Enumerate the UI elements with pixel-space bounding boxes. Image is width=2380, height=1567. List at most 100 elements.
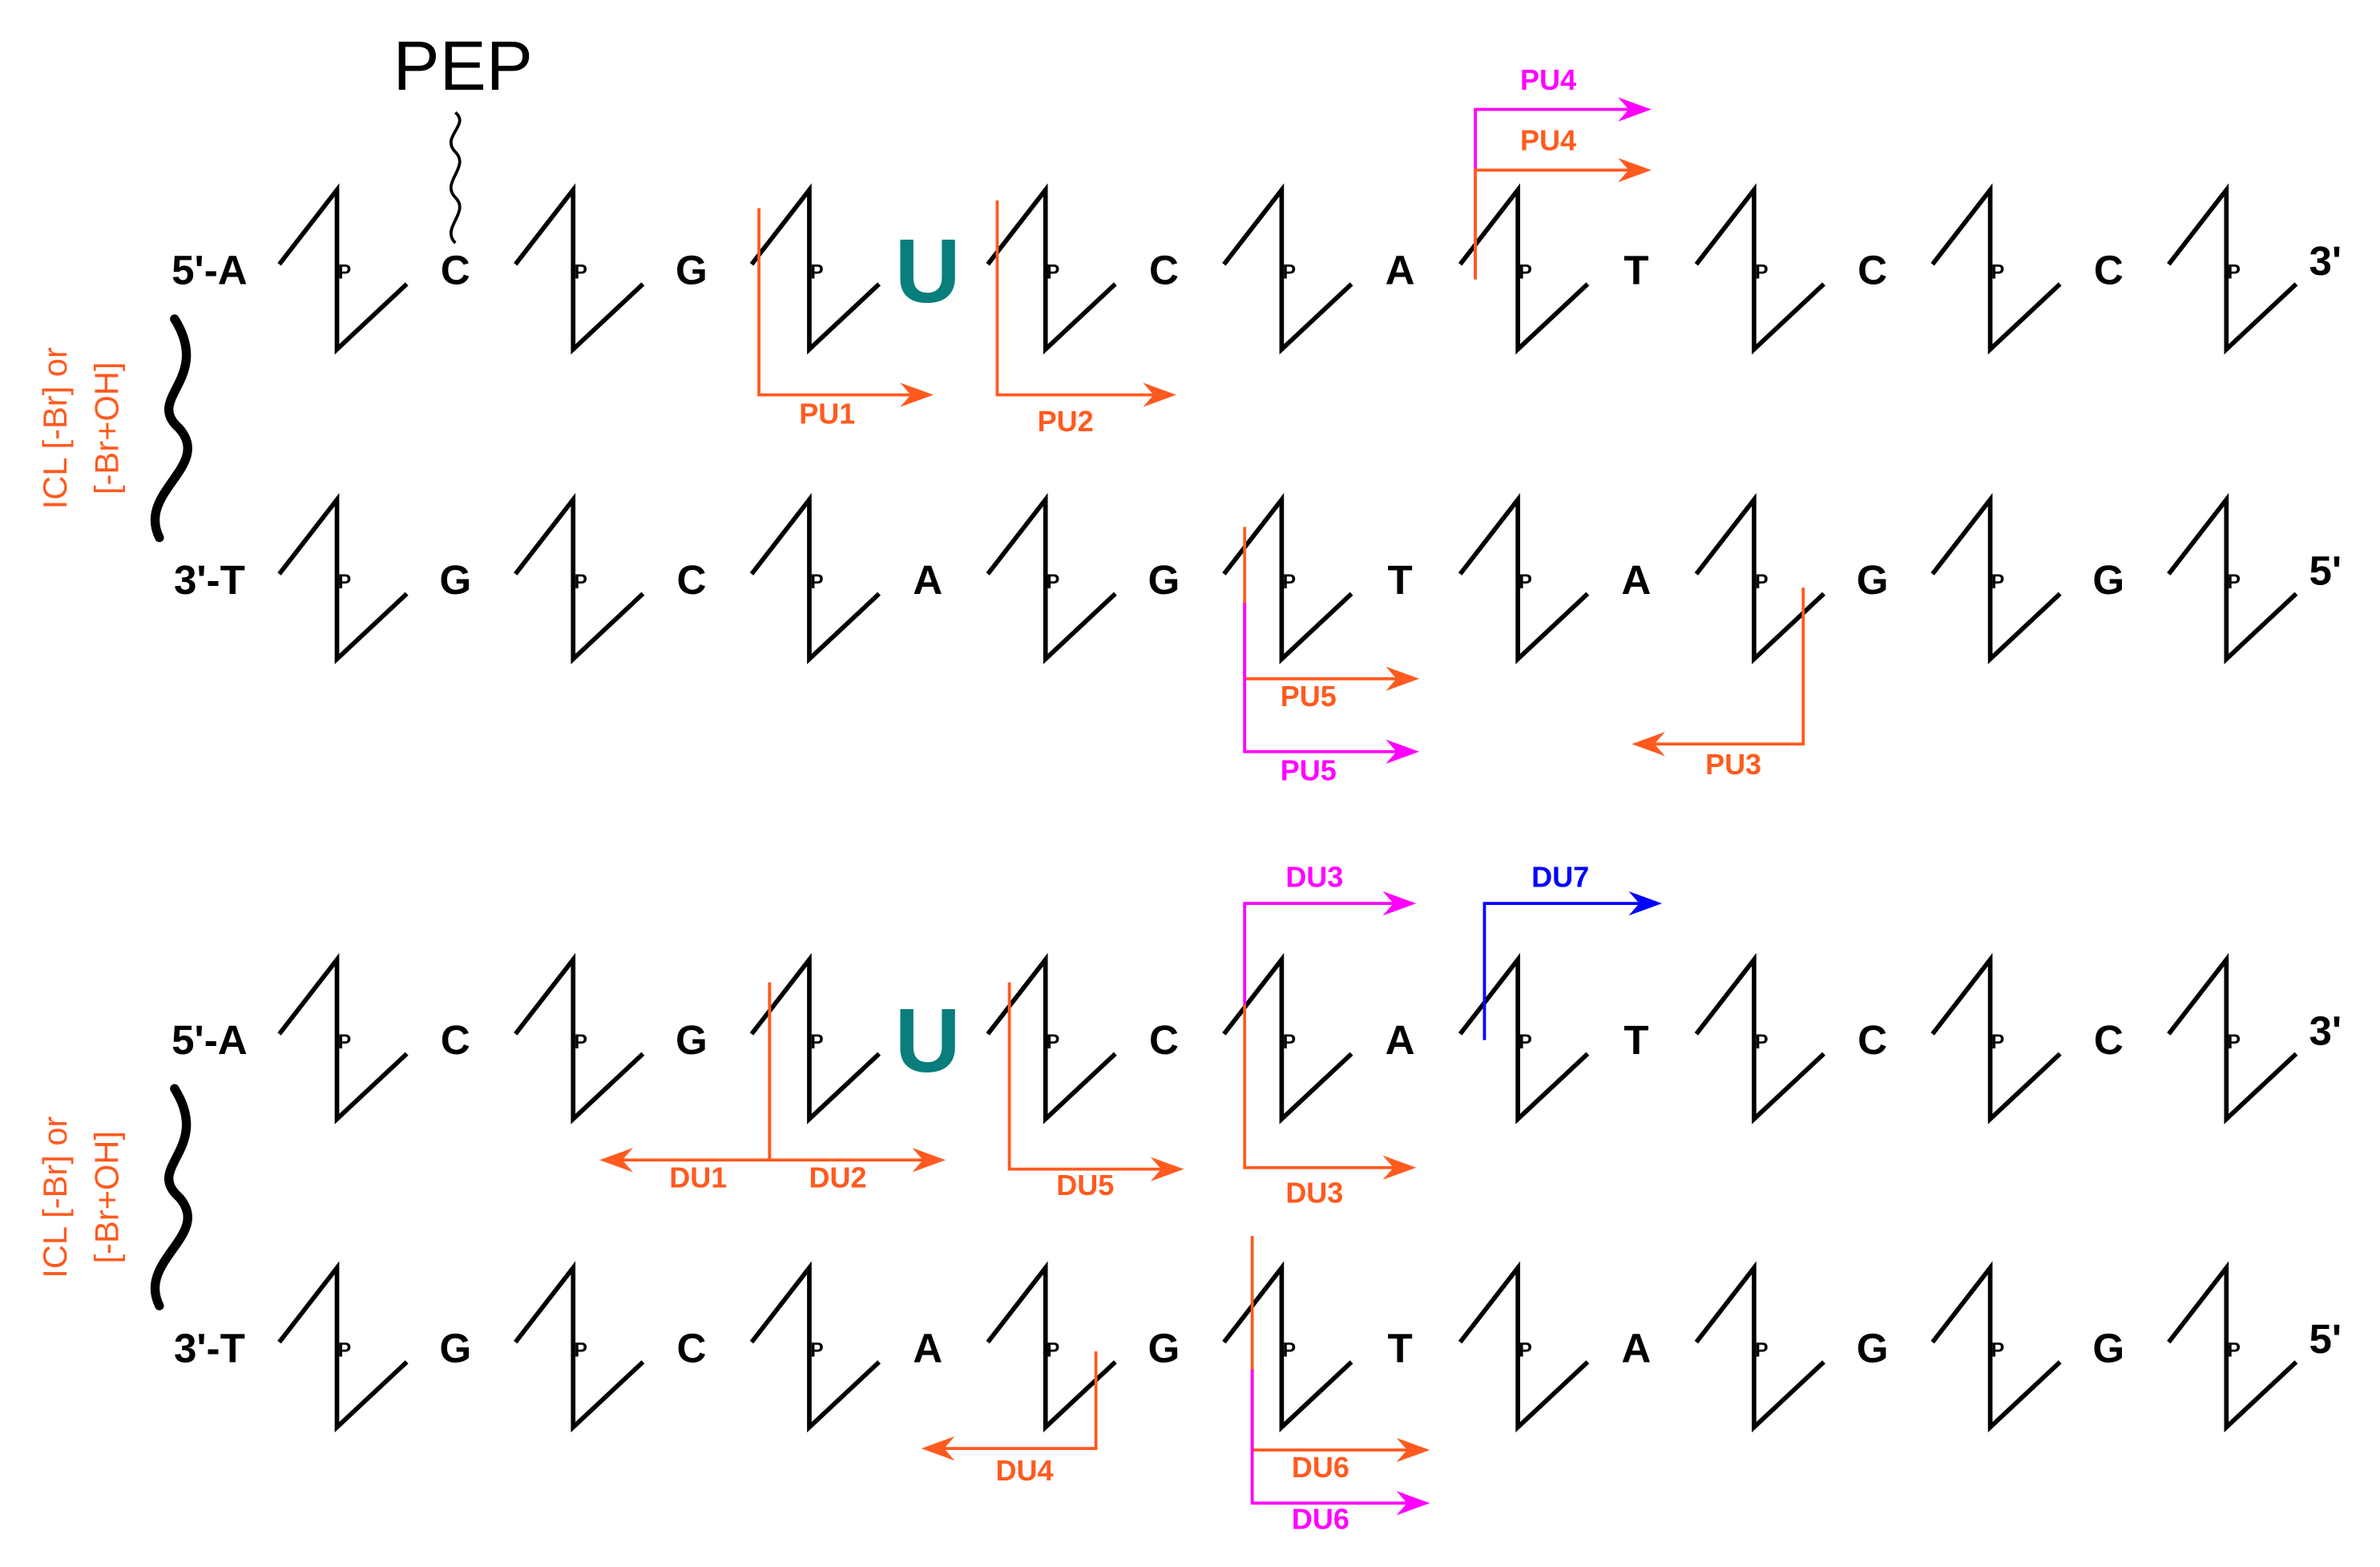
primer-label: DU3: [1285, 860, 1343, 893]
primer-label: DU2: [809, 1161, 867, 1193]
phosphate: P: [1991, 262, 2004, 284]
base: G: [2092, 557, 2124, 603]
phosphate: P: [1047, 262, 1059, 284]
phosphate: P: [810, 571, 823, 593]
phosphate: P: [810, 1032, 823, 1053]
strand-end: 5': [2309, 1316, 2342, 1362]
phosphate: P: [574, 1339, 587, 1361]
phosphate: P: [1047, 571, 1059, 593]
phosphate: P: [1283, 571, 1296, 593]
base: G: [676, 248, 708, 293]
base: G: [676, 1017, 708, 1063]
backbone: [1222, 183, 1353, 355]
backbone: [1930, 1261, 2062, 1433]
backbone: [986, 183, 1117, 355]
phosphate: P: [1519, 262, 1531, 284]
primer-arrowhead: [599, 1148, 633, 1173]
primer-line: [757, 208, 916, 397]
base: G: [1148, 557, 1180, 603]
base: A: [913, 1325, 942, 1371]
base: G: [1857, 1325, 1889, 1371]
base: A: [1621, 1325, 1651, 1371]
crosslink-label: [-Br+OH]: [87, 362, 125, 495]
base: G: [1148, 1325, 1180, 1371]
primer-label: PU3: [1705, 748, 1761, 781]
primer-label: DU7: [1531, 860, 1589, 893]
primer-arrowhead: [1150, 1157, 1184, 1181]
primer-arrowhead: [1386, 666, 1420, 691]
phosphate: P: [338, 1032, 351, 1053]
base: C: [677, 1325, 707, 1371]
phosphate: P: [1755, 1032, 1768, 1053]
backbone: [1694, 1261, 1825, 1433]
primer-line: [768, 982, 928, 1162]
backbone: [1458, 1261, 1590, 1433]
strand-start: 5'-A: [171, 248, 248, 293]
primer-arrowhead: [1632, 732, 1665, 757]
primer-line: [1243, 603, 1402, 753]
primer-line: [1007, 982, 1166, 1171]
backbone: [277, 1261, 409, 1433]
backbone: [749, 1261, 881, 1433]
phosphate: P: [338, 1339, 351, 1361]
phosphate: P: [1991, 571, 2004, 593]
base: T: [1624, 1017, 1648, 1063]
strand-start: 3'-T: [174, 557, 245, 603]
backbone: [749, 492, 881, 664]
base: T: [1624, 248, 1648, 293]
primer-line: [1243, 1005, 1398, 1169]
base: C: [2094, 248, 2124, 293]
primer-label: PU5: [1281, 680, 1337, 713]
primer-line: [1243, 527, 1402, 681]
primer-label: DU6: [1292, 1451, 1349, 1484]
base: C: [1858, 1017, 1887, 1063]
backbone: [1458, 952, 1590, 1125]
base: T: [1388, 557, 1413, 603]
primer-line: [1474, 168, 1634, 280]
backbone: [2167, 952, 2298, 1125]
base: G: [1857, 557, 1889, 603]
backbone: [2167, 1261, 2298, 1433]
phosphate: P: [1519, 571, 1531, 593]
backbone: [1930, 492, 2062, 664]
primer-label: DU6: [1292, 1503, 1349, 1536]
phosphate: P: [1047, 1032, 1059, 1053]
backbone: [1458, 492, 1590, 664]
phosphate: P: [2228, 1032, 2241, 1053]
backbone: [277, 492, 409, 664]
phosphate: P: [810, 1339, 823, 1361]
phosphate: P: [574, 1032, 587, 1053]
primer-label: PU5: [1281, 754, 1337, 787]
base: G: [439, 557, 471, 603]
modified-base: U: [895, 220, 961, 322]
primer-label: PU2: [1038, 405, 1094, 438]
phosphate: P: [1519, 1032, 1531, 1053]
crosslink-label: ICL [-Br] or: [36, 1116, 74, 1278]
base: C: [441, 248, 470, 293]
backbone: [2167, 183, 2298, 355]
phosphate: P: [574, 571, 587, 593]
base: A: [1386, 1017, 1415, 1063]
base: T: [1388, 1325, 1413, 1371]
backbone: [277, 183, 409, 355]
strand-start: 3'-T: [174, 1325, 245, 1371]
base: C: [2094, 1017, 2124, 1063]
strand-end: 3': [2309, 1008, 2342, 1054]
primer-line: [1250, 1369, 1412, 1505]
primer-arrowhead: [1382, 891, 1417, 916]
phosphate: P: [2228, 571, 2241, 593]
primer-label: PU4: [1520, 63, 1576, 96]
base: A: [913, 557, 942, 603]
base: C: [1858, 248, 1887, 293]
primer-arrowhead: [1628, 891, 1663, 916]
phosphate: P: [1519, 1339, 1531, 1361]
backbone: [1694, 183, 1825, 355]
primer-arrowhead: [1396, 1491, 1430, 1516]
primer-label: DU4: [996, 1454, 1054, 1487]
pep-tether: [449, 111, 462, 244]
primer-arrowhead: [1618, 97, 1652, 122]
primer-arrowhead: [900, 382, 934, 407]
backbone: [277, 952, 409, 1125]
base: A: [1621, 557, 1651, 603]
